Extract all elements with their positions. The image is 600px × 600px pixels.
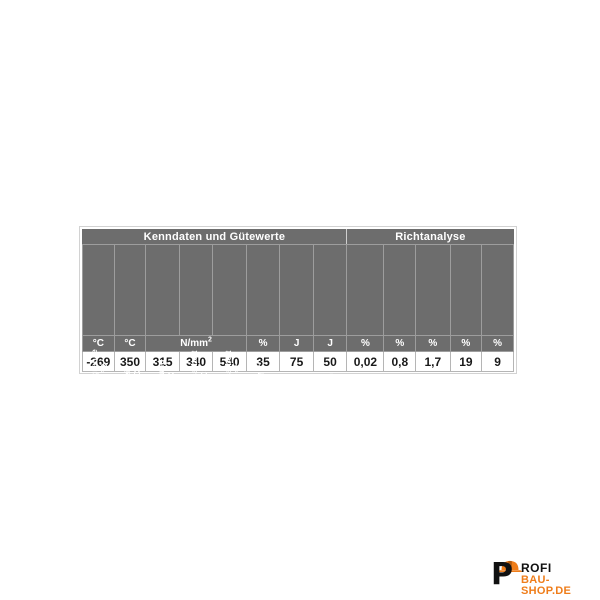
col-header-symbol: A [198,413,209,420]
col-header-text: Nickel Ni [391,384,402,420]
col-header-betriebstemp-min: Betriebstemp. min. [0,244,115,420]
col-header-kohlenstoff: Kohlenstoff C [256,244,385,420]
value-cell: 19 [449,351,483,372]
col-header-silizium: Silizium Si [293,244,417,420]
col-header-condition: bei 20 °C [198,371,209,410]
logo-letter-p: P [491,557,513,592]
col-header-subscript: p0,2 [70,401,77,414]
profi-bau-shop-logo[interactable]: P ROFI BAU-SHOP.DE [489,557,593,597]
col-header-symbol: A [165,413,176,420]
value-cell: 50 [312,351,348,372]
col-header-subscript: 5 [171,410,178,414]
col-header-text: Betriebstemp. max. [23,341,34,420]
value-cell: 9 [481,351,514,372]
col-header-subscript: V [204,409,211,414]
logo-text-baushop: BAU-SHOP.DE [521,574,572,597]
group-header-richtanalyse: Richtanalyse [346,229,514,245]
unit-cell: °C [82,335,115,352]
unit-cell: J [312,335,348,352]
col-header-condition: bei 20 °C [98,363,109,402]
col-header-text: Betriebstemp. min. [0,343,2,420]
col-header-text: Chrom Cr [359,380,370,420]
col-header-text: 1,0%-Dehngrenze [88,349,99,420]
col-header-dehngrenze-02: 0,2%-Dehngrenze Rp0,2 bei 20 °C [55,244,180,420]
material-spec-table: Kenndaten und Gütewerte Richtanalyse Bet… [0,229,514,420]
col-header-condition: bei 20 °C [165,372,176,411]
value-cell: 75 [279,351,314,372]
col-header-symbol: A [232,413,243,420]
unit-exponent: 2 [208,336,212,344]
col-header-kerbschlagarbeit-20: Kerbschlagarbeit AV bei 20 °C [189,244,314,420]
value-cell: 1,7 [415,351,451,372]
col-header-bruchdehnung: Bruchdehnung A5 bei 20 °C [156,244,281,420]
col-header-dehngrenze-10: 1,0%-Dehngrenze Rp1,0 bei 20 °C [89,244,214,420]
col-header-zugfestigkeit: Zugfestigkeit Rm bei 20 °C [122,244,247,420]
col-header-subscript: V [238,409,245,414]
col-header-condition: bei 20 °C [131,370,142,409]
col-header-text: Silizium Si [293,377,304,420]
unit-cell: % [346,335,385,352]
col-header-mangan: Mangan Mn [325,244,451,420]
col-header-symbol: R [131,413,142,420]
value-cell: 0,02 [346,351,385,372]
col-header-chrom: Chrom Cr [360,244,483,420]
spec-table-container: Kenndaten und Gütewerte Richtanalyse Bet… [0,226,517,420]
value-cell: 35 [245,351,281,372]
table-group-header-row: Kenndaten und Gütewerte Richtanalyse [82,229,514,245]
col-header-subscript: m [137,408,144,414]
table-column-header-row: Betriebstemp. min. Betriebstemp. max. 0,… [0,244,514,420]
unit-cell: °C [113,335,147,352]
col-header-condition: bei 20 °C [64,363,75,402]
logo-text-rofi: ROFI [521,561,552,575]
value-cell: 350 [113,351,147,372]
unit-cell: % [415,335,451,352]
hard-hat-icon [498,560,522,572]
col-header-nickel: Nickel Ni [391,244,514,420]
table-value-row: -269 350 315 340 540 35 75 50 0,02 0,8 1… [82,351,514,372]
col-header-text: Kohlenstoff C [256,364,267,420]
col-header-kerbschlagarbeit-196: Kerbschlagarbeit AV bei -196 °C [223,244,348,420]
value-cell: 0,8 [383,351,417,372]
value-cell: 340 [178,351,214,372]
col-header-betriebstemp-max: Betriebstemp. max. [24,244,147,420]
col-header-text: Kerbschlagarbeit [222,350,233,420]
unit-cell: % [481,335,514,352]
col-header-text: Bruchdehnung [155,359,166,420]
col-header-subscript: p1,0 [104,401,111,414]
value-cell: -269 [82,351,115,372]
col-header-condition: bei -196 °C [232,363,243,410]
logo-wordmark: ROFI BAU-SHOP.DE [521,562,593,597]
col-header-symbol: R [64,413,75,420]
col-header-symbol: R [98,413,109,420]
group-header-kenndaten: Kenndaten und Gütewerte [82,229,347,245]
col-header-text: Mangan Mn [325,373,336,420]
value-cell: 540 [212,351,247,372]
